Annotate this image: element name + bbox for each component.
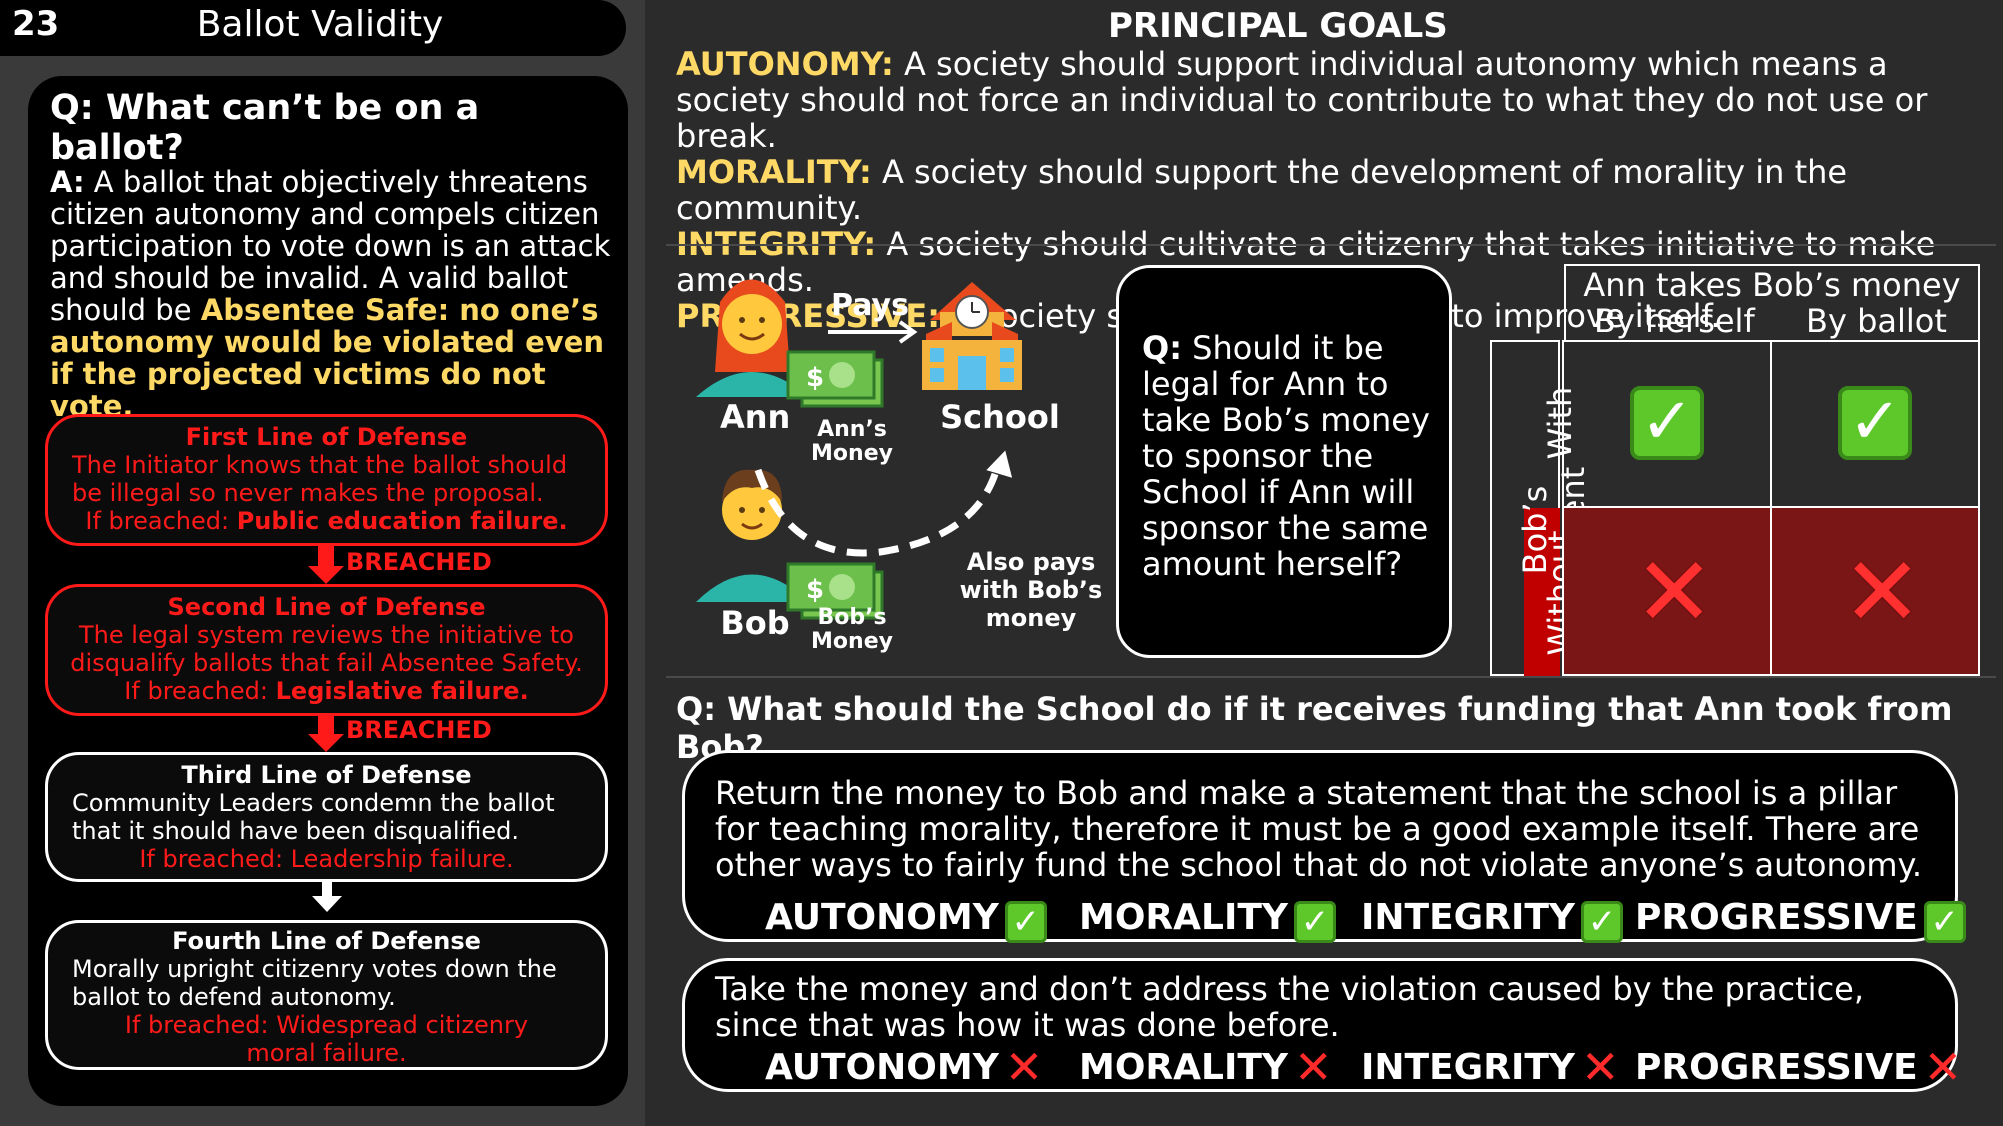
funding-question: Q: What should the School do if it recei… [676,690,1953,766]
defense-title: Second Line of Defense [167,593,486,621]
principal-goals-list: AUTONOMY: A society should support indiv… [676,46,1996,334]
check-icon: ✓ [1923,901,1966,943]
school-label: School [940,398,1060,436]
without-label-bg [1524,508,1560,676]
legality-question-box [1116,265,1452,658]
bob-money-icon: $ [786,562,884,620]
answer-lead: A: [50,165,85,199]
goal-autonomy: AUTONOMY: A society should support indiv… [676,45,1928,155]
check-icon: ✓ [1838,386,1912,460]
check-icon: ✓ [1580,901,1623,943]
defense-body: Morally upright citizenry votes down the… [72,955,557,1011]
defense-breach: If breached: Legislative failure. [124,677,529,705]
defense-breach: If breached: Public education failure. [85,507,568,535]
scenario-illustration: $ $ [696,279,1022,620]
svg-text:$: $ [806,363,824,393]
svg-text:$: $ [806,575,824,605]
cell-without-ballot [1770,506,1980,676]
breached-label-2: BREACHED [346,716,492,744]
goal-morality-cross: MORALITY ✕ [1079,1040,1333,1094]
goal-autonomy-check: AUTONOMY ✓ [765,897,1047,943]
cross-icon: ✕ [1923,1040,1963,1094]
divider [666,244,1996,246]
answer-take-money: Take the money and don’t address the vio… [682,958,1962,1094]
also-pays-label: Also pays with Bob’s money [959,548,1103,632]
ann-avatar-icon [696,279,808,397]
ballot-question: Q: What can’t be on a ballot? [50,88,480,168]
first-line-of-defense: First Line of Defense The Initiator know… [45,414,608,546]
principal-goals-title: PRINCIPAL GOALS [1108,6,1448,46]
goal-progressive-check: PROGRESSIVE ✓ [1635,897,1966,943]
goal-autonomy-cross: AUTONOMY ✕ [765,1040,1044,1094]
school-icon [922,282,1022,390]
slide-number: 23 [12,4,60,44]
breach-arrowhead-1 [308,566,344,584]
defense-title: Fourth Line of Defense [172,927,481,955]
table-col-by-herself: By herself [1594,302,1755,340]
answer-text: Take the money and don’t address the vio… [715,970,1865,1044]
cross-icon: ✕ [1580,1040,1620,1094]
table-col-by-ballot: By ballot [1806,302,1947,340]
goal-progressive-cross: PROGRESSIVE ✕ [1635,1040,1963,1094]
goal-morality-check: MORALITY ✓ [1079,897,1336,943]
legality-question: Q: Should it be legal for Ann to take Bo… [1142,329,1430,583]
cross-icon: ✕ [1293,1040,1333,1094]
divider [666,676,1996,678]
answer-text: A ballot that objectively threatens citi… [50,165,611,327]
check-icon: ✓ [1630,386,1704,460]
defense-body: Community Leaders condemn the ballot tha… [72,789,555,845]
answer-text: Return the money to Bob and make a state… [715,774,1923,884]
slide-title: Ballot Validity [196,4,444,45]
goal-morality: MORALITY: A society should support the d… [676,153,1848,227]
defense-breach: If breached: Widespread citizenry moral … [124,1011,529,1067]
check-icon: ✓ [1293,901,1336,943]
ann-money-icon: $ [786,350,884,408]
answer-return-money: Return the money to Bob and make a state… [682,750,1966,943]
ballot-answer: A: A ballot that objectively threatens c… [50,166,620,422]
cross-icon: ✕ [1634,536,1715,648]
legality-question-text: Should it be legal for Ann to take Bob’s… [1142,329,1430,583]
defense-breach: If breached: Leadership failure. [139,845,514,873]
breached-label-1: BREACHED [346,548,492,576]
breach-arrow-2 [318,716,334,736]
goal-integrity-cross: INTEGRITY ✕ [1361,1040,1620,1094]
bob-label: Bob [720,604,790,642]
goal-integrity-check: INTEGRITY ✓ [1361,897,1623,943]
title-bar [0,0,626,56]
bob-avatar-icon [696,469,808,602]
defense-body: The Initiator knows that the ballot shou… [72,451,568,507]
consent-table-header [1564,264,1980,340]
defense-title: Third Line of Defense [181,761,472,789]
breach-arrowhead-2 [308,734,344,752]
ann-label: Ann [720,398,791,436]
defense-title: First Line of Defense [185,423,468,451]
defense-body: The legal system reviews the initiative … [70,621,583,677]
cell-without-herself [1562,506,1772,676]
dashed-flow-arrow [754,463,1002,557]
table-header: Ann takes Bob’s money [1583,266,1961,304]
second-line-of-defense: Second Line of Defense The legal system … [45,584,608,716]
breach-arrow-1 [318,546,334,568]
ann-money-label: Ann’s Money [811,417,893,466]
cross-icon: ✕ [1004,1040,1044,1094]
fourth-line-of-defense: Fourth Line of Defense Morally upright c… [45,920,608,1070]
defense-arrow-3 [322,882,332,898]
check-icon: ✓ [1004,901,1047,943]
absentee-safe-highlight: Absentee Safe: no one’s autonomy would b… [50,293,605,423]
defense-arrowhead-3 [312,896,342,912]
third-line-of-defense: Third Line of Defense Community Leaders … [45,752,608,882]
cross-icon: ✕ [1842,536,1923,648]
pays-label: Pays [831,288,909,323]
bob-money-label: Bob’s Money [811,605,893,654]
